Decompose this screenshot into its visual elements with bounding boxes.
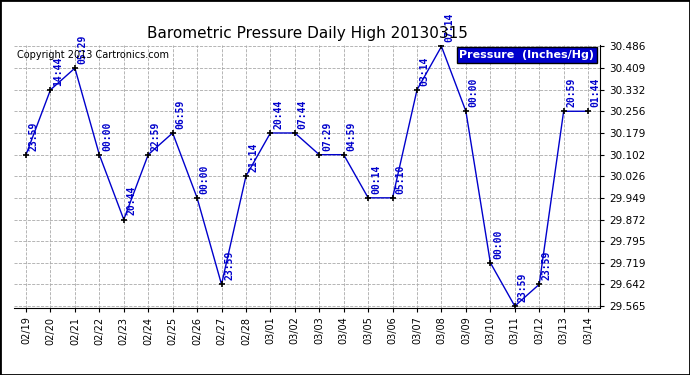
Text: 07:44: 07:44 (297, 99, 308, 129)
Text: Copyright 2013 Cartronics.com: Copyright 2013 Cartronics.com (17, 50, 169, 60)
Text: 20:59: 20:59 (566, 78, 576, 107)
Text: 06:59: 06:59 (175, 99, 186, 129)
Title: Barometric Pressure Daily High 20130315: Barometric Pressure Daily High 20130315 (146, 26, 468, 41)
Text: 03:14: 03:14 (420, 56, 430, 86)
Text: 23:59: 23:59 (518, 273, 528, 302)
Text: 01:44: 01:44 (591, 78, 601, 107)
Text: 07:14: 07:14 (444, 13, 454, 42)
Text: 20:44: 20:44 (273, 99, 283, 129)
Text: 23:59: 23:59 (224, 251, 235, 280)
Text: 14:44: 14:44 (53, 56, 63, 86)
Text: 00:00: 00:00 (102, 121, 112, 150)
Text: 23:59: 23:59 (542, 251, 552, 280)
Text: 05:10: 05:10 (395, 164, 405, 194)
Text: 23:59: 23:59 (29, 121, 39, 150)
Text: 04:59: 04:59 (346, 121, 357, 150)
Text: 07:29: 07:29 (322, 121, 332, 150)
Text: 00:14: 00:14 (371, 164, 381, 194)
Text: 21:14: 21:14 (248, 142, 259, 172)
Text: 00:00: 00:00 (493, 229, 503, 258)
Text: 20:44: 20:44 (126, 186, 137, 215)
Text: 05:29: 05:29 (78, 34, 88, 64)
Text: 22:59: 22:59 (151, 121, 161, 150)
Text: 00:00: 00:00 (200, 164, 210, 194)
Text: 00:00: 00:00 (469, 78, 479, 107)
Text: Pressure  (Inches/Hg): Pressure (Inches/Hg) (460, 50, 594, 60)
